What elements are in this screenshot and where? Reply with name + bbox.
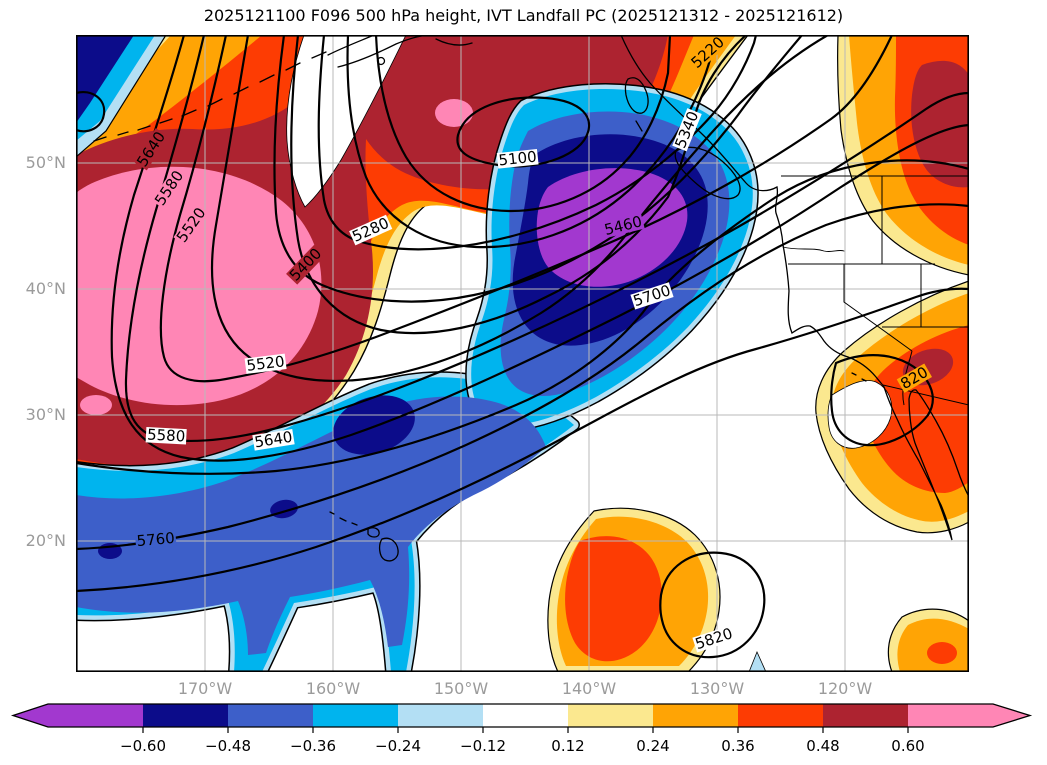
height-contour-5160 xyxy=(374,33,672,213)
height-contour-5820-south xyxy=(659,551,766,659)
map-canvas: 5640558055205400510052805340522054605700… xyxy=(70,33,971,678)
height-contour-5100 xyxy=(456,96,591,168)
colorbar-tick-label: 0.24 xyxy=(636,737,669,755)
height-contour-5460 xyxy=(210,33,830,382)
contour-label-text: 5520 xyxy=(246,352,286,375)
colorbar-segment-yellow xyxy=(568,704,653,727)
contour-label-5520: 5520 xyxy=(244,352,287,375)
height-contour-5760 xyxy=(74,203,971,551)
pc-positive-corner-orangered xyxy=(927,642,957,664)
colorbar-tick-label: −0.12 xyxy=(460,737,506,755)
colorbar-segment-royal xyxy=(228,704,313,727)
height-contour-layer xyxy=(74,33,971,659)
height-contour-5580 xyxy=(124,33,971,443)
contour-label-text: 5100 xyxy=(498,148,538,170)
colorbar-segment-white xyxy=(483,704,568,727)
lat-tick-label: 50°N xyxy=(25,153,66,172)
contour-label-5100: 5100 xyxy=(496,148,539,170)
lat-tick-label: 20°N xyxy=(25,531,66,550)
socal-islands xyxy=(851,372,867,382)
pc-shading-layer xyxy=(70,34,970,678)
lat-tick-label: 40°N xyxy=(25,279,66,298)
contour-label-5580: 5580 xyxy=(145,426,187,446)
height-contour-5220 xyxy=(346,33,718,249)
lon-tick-label: 140°W xyxy=(561,679,617,698)
colorbar-tick-label: 0.36 xyxy=(721,737,754,755)
pc-negative-south-sliver xyxy=(748,650,767,673)
colorbar-tick-label: −0.24 xyxy=(375,737,421,755)
lon-tick-label: 150°W xyxy=(433,679,489,698)
graticule-layer xyxy=(76,35,969,672)
height-contour-5280 xyxy=(317,33,758,251)
height-contour-5820-west xyxy=(74,287,971,593)
pc-positive-pink-spot-topcenter xyxy=(435,99,473,127)
height-contour-5820-baja xyxy=(830,354,934,447)
haida-gwaii-islands xyxy=(624,77,649,132)
contour-label-text: 5580 xyxy=(147,426,186,446)
colorbar-tick-label: −0.48 xyxy=(205,737,251,755)
california-nevada-border xyxy=(843,264,913,352)
colorbar-segment-cyan xyxy=(313,704,398,727)
pc-positive-nw-pink-core xyxy=(76,166,322,406)
colorbar-tick-label: −0.60 xyxy=(120,737,166,755)
colorbar-tick-label: 0.60 xyxy=(891,737,924,755)
contour-label-5760: 5760 xyxy=(134,529,177,550)
height-contour-5520 xyxy=(159,33,894,383)
aleutian-islands-coast xyxy=(93,51,327,142)
colorbar-segment-orange xyxy=(653,704,738,727)
colorbar-segment-lightblue xyxy=(398,704,483,727)
colorbar-right-arrow xyxy=(908,704,1030,727)
pc-positive-pink-spot-west xyxy=(80,395,112,415)
height-contour-5400 xyxy=(273,33,804,303)
map-frame: 5640 5580 5520 5400 5100 5280 5340 5220 5460 5700… xyxy=(70,33,971,678)
contour-label-text: 5640 xyxy=(253,428,294,452)
lon-tick-label: 120°W xyxy=(817,679,873,698)
pc-neutral-sw-notch xyxy=(827,380,893,449)
us-mexico-border xyxy=(882,384,970,406)
map-border xyxy=(76,35,970,673)
lat-tick-label: 30°N xyxy=(25,405,66,424)
contour-label-5640: 5640 xyxy=(252,428,295,452)
pc-positive-coast-darkred xyxy=(911,60,969,188)
chart-title: 2025121100 F096 500 hPa height, IVT Land… xyxy=(203,6,844,25)
colorbar-outline xyxy=(10,703,1033,728)
height-contour-5700-closed xyxy=(74,91,106,133)
colorbar-tick-label: −0.36 xyxy=(290,737,336,755)
contour-label-text: 5760 xyxy=(136,529,176,550)
bc-alaska-coast xyxy=(620,34,970,541)
colorbar-tick-label: 0.48 xyxy=(806,737,839,755)
colorbar-tick-label: 0.12 xyxy=(551,737,584,755)
pc-negative-band-navy-patch xyxy=(333,395,415,455)
height-contour-5700 xyxy=(74,159,971,475)
colorbar-segment-darkred xyxy=(823,704,908,727)
lon-tick-label: 170°W xyxy=(177,679,233,698)
colorbar-left-arrow xyxy=(13,704,143,727)
pc-negative-corner-navy xyxy=(76,35,134,123)
colorbar-segment-navy xyxy=(143,704,228,727)
height-contour-5640 xyxy=(110,33,971,462)
hawaii-islands xyxy=(329,511,399,562)
lon-tick-label: 130°W xyxy=(689,679,745,698)
pc-neutral-wedge xyxy=(286,34,407,208)
colorbar: −0.60 −0.48 −0.36 −0.24 −0.12 0.12 0.24 0.36 0.4… xyxy=(10,703,1033,755)
columbia-river xyxy=(782,246,845,253)
lon-tick-label: 160°W xyxy=(305,679,361,698)
colorbar-segment-orangered xyxy=(738,704,823,727)
